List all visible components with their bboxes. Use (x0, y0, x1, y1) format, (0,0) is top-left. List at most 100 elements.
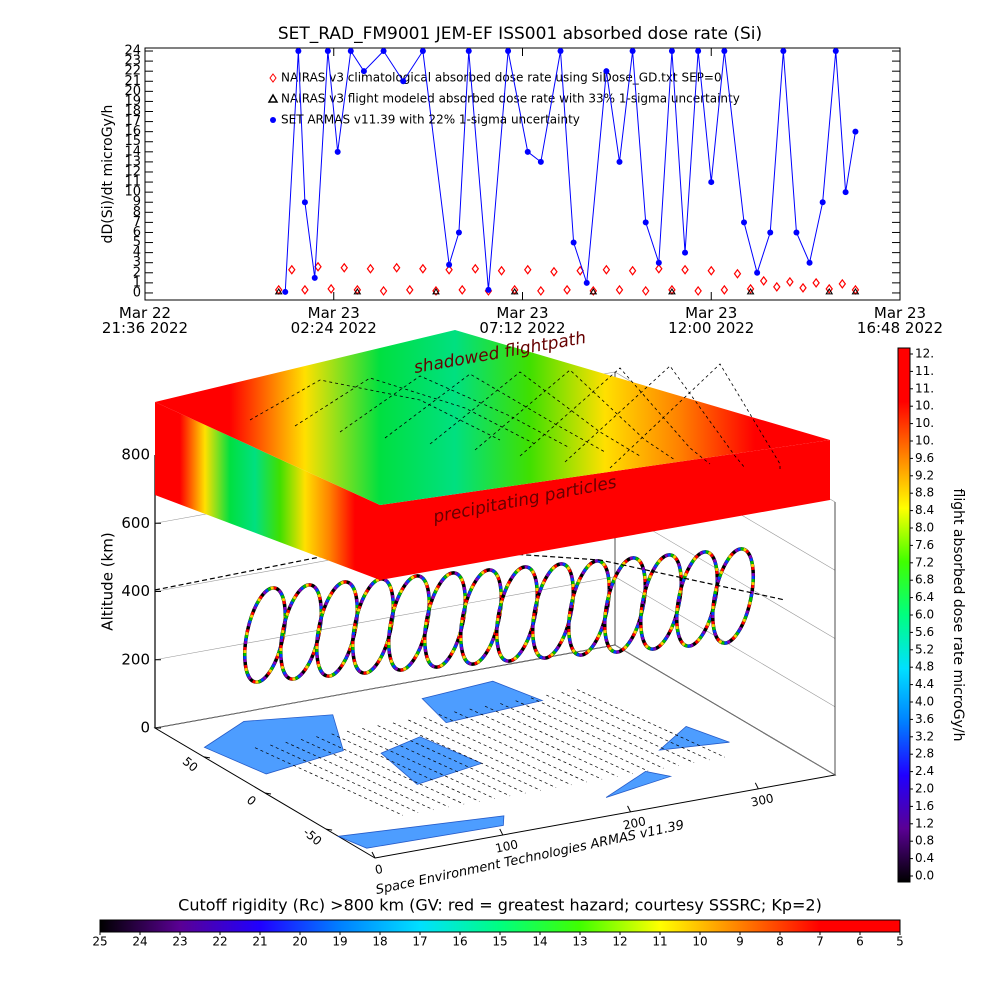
y-tick-label: 3 (133, 255, 141, 270)
data-point (629, 48, 636, 55)
colorbar-tick-label: 5 (896, 935, 904, 949)
lat-tick-label: 50 (180, 754, 201, 775)
y-tick-label: 23 (124, 54, 141, 69)
data-point (642, 219, 649, 226)
data-point (465, 48, 472, 55)
data-point (806, 259, 813, 266)
data-point (589, 285, 598, 296)
z-tick-label: 0 (140, 719, 150, 737)
colorbar-tick-label: 7.6 (915, 538, 934, 552)
data-point (838, 278, 847, 289)
data-point (379, 285, 388, 296)
y-tick-label: 18 (124, 104, 141, 119)
y-tick-label: 8 (133, 205, 141, 220)
data-point (524, 148, 531, 155)
y-tick-label: 16 (124, 124, 141, 139)
data-point (746, 283, 755, 294)
y-tick-label: 14 (124, 144, 141, 159)
y-tick-label: 6 (133, 225, 141, 240)
y-tick-label: 1 (133, 275, 141, 290)
colorbar-tick-label: 21 (252, 935, 267, 949)
y-tick-label: 10 (124, 185, 141, 200)
data-point (510, 287, 519, 295)
colorbar-tick-label: 4.0 (915, 695, 934, 709)
data-point (570, 239, 577, 246)
lon-tick-label: 100 (494, 837, 519, 855)
colorbar-tick-label: 20 (292, 935, 307, 949)
colorbar-tick-label: 11 (652, 935, 667, 949)
data-point (708, 179, 715, 186)
data-point (799, 282, 807, 293)
legend-symbol (269, 73, 277, 83)
data-point (485, 286, 492, 293)
x-tick-label: Mar 23 07:12 2022 (479, 304, 566, 337)
y-tick-label: 22 (124, 64, 141, 79)
data-point (589, 287, 598, 295)
data-point (825, 283, 833, 294)
y-tick-label: 0 (133, 285, 141, 300)
data-point (655, 263, 663, 274)
data-point (780, 48, 787, 55)
map-land (336, 815, 505, 849)
data-point (324, 48, 331, 55)
y-tick-label: 7 (133, 215, 141, 230)
data-point (668, 287, 676, 295)
y-tick-label: 24 (124, 44, 141, 59)
map-land (421, 680, 544, 724)
data-point (274, 287, 283, 295)
data-point (340, 262, 348, 273)
colorbar-label: Cutoff rigidity (Rc) >800 km (GV: red = … (178, 896, 822, 915)
colorbar-tick-label: 9 (736, 935, 744, 949)
chart-title: SET_RAD_FM9001 JEM-EF ISS001 absorbed do… (278, 24, 762, 44)
legend-symbol (270, 117, 276, 123)
dose-slab (380, 440, 830, 580)
data-point (754, 269, 761, 276)
data-point (773, 281, 781, 292)
y-tick-label: 4 (133, 245, 141, 260)
data-point (314, 261, 322, 272)
x-tick-label: Mar 23 12:00 2022 (668, 304, 755, 337)
map-land (203, 714, 344, 775)
colorbar-tick-label: 6.4 (915, 590, 934, 604)
colorbar-tick-label: 6 (856, 935, 864, 949)
data-point (523, 264, 532, 275)
data-point (825, 287, 834, 295)
data-point (767, 229, 774, 236)
colorbar-tick-label: 17 (412, 935, 427, 949)
colorbar-tick-label: 9.2 (915, 468, 934, 482)
y-tick-label: 5 (133, 235, 141, 250)
data-point (455, 229, 462, 236)
colorbar-tick-label: 1.6 (915, 799, 934, 813)
colorbar-tick-label: 8.8 (915, 486, 934, 500)
data-point (419, 48, 426, 55)
colorbar-tick-label: 19 (332, 935, 347, 949)
data-point (720, 284, 729, 295)
colorbar-tick-label: 18 (372, 935, 387, 949)
z-tick-label: 200 (121, 650, 150, 668)
colorbar-tick-label: 1.2 (915, 816, 934, 830)
data-point (327, 283, 335, 294)
colorbar-tick-label: 8.0 (915, 521, 934, 535)
y-tick-label: 21 (124, 74, 141, 89)
colorbar-tick-label: 8 (776, 935, 784, 949)
legend-label: SET ARMAS v11.39 with 22% 1-sigma uncert… (281, 113, 580, 127)
colorbar (99, 919, 901, 933)
data-point (550, 266, 558, 277)
colorbar-tick-label: 2.4 (915, 764, 934, 778)
colorbar-tick-label: 12. (915, 347, 934, 361)
colorbar-tick-label: 5.6 (915, 625, 934, 639)
data-point (392, 262, 401, 273)
data-point (583, 279, 590, 286)
data-point (615, 284, 624, 295)
colorbar-tick-label: 25 (92, 935, 107, 949)
data-point (695, 48, 702, 55)
data-point (301, 284, 309, 295)
colorbar-tick-label: 15 (492, 935, 507, 949)
colorbar-tick-label: 13 (572, 935, 587, 949)
data-point (682, 249, 689, 256)
data-point (347, 48, 354, 55)
lon-tick (499, 828, 504, 836)
colorbar-tick-label: 12 (612, 935, 627, 949)
series-line (284, 49, 856, 292)
